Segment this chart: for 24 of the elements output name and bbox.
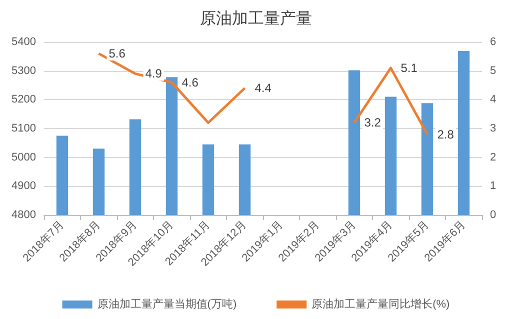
data-label: 2.8 [437,127,454,142]
legend-label: 原油加工量产量当期值(万吨) [97,298,237,310]
legend-label: 原油加工量产量同比增长(%) [312,298,450,310]
y2-tick-label: 5 [490,64,496,77]
data-label: 4.6 [182,75,199,90]
chart-title: 原油加工量产量 [200,10,312,28]
y2-tick-label: 3 [490,122,496,134]
data-label: 4.9 [145,66,162,81]
y-tick-label: 5400 [12,36,36,48]
data-label: 5.6 [108,46,126,61]
data-label: 3.2 [364,116,382,130]
y-tick-label: 5300 [12,64,36,77]
y-tick-label: 5100 [12,122,36,134]
data-label: 4.4 [254,81,272,96]
y-tick-label: 4900 [12,180,36,192]
y2-tick-label: 4 [490,94,496,106]
y-tick-label: 4800 [12,209,36,221]
y2-tick-label: 0 [490,209,496,221]
y-tick-label: 5200 [12,94,36,106]
y-tick-label: 5000 [12,151,36,164]
data-label: 5.1 [400,60,418,75]
y2-tick-label: 1 [490,180,496,192]
y2-tick-label: 2 [490,151,496,164]
y2-tick-label: 6 [490,36,496,48]
